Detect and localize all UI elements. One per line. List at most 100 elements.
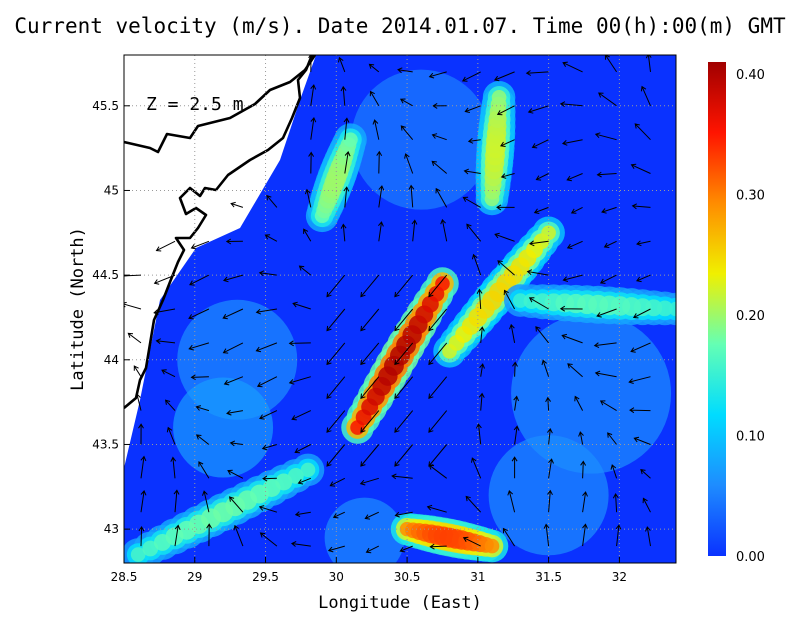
velocity-arrow (526, 269, 549, 276)
field-blob (511, 313, 672, 474)
field-blob (541, 225, 556, 241)
coastline (124, 55, 317, 409)
velocity-arrow (166, 426, 176, 445)
land-mass (124, 55, 316, 468)
velocity-arrow (431, 160, 448, 174)
velocity-arrows (124, 55, 652, 554)
velocity-arrow (547, 489, 553, 513)
velocity-arrow (428, 274, 448, 298)
velocity-arrow (298, 265, 312, 276)
velocity-arrow (303, 228, 312, 242)
field-blob (287, 468, 304, 484)
velocity-arrow (229, 440, 243, 447)
field-blob (656, 300, 673, 317)
velocity-arrow (394, 511, 413, 518)
x-axis-label: Longitude (East) (318, 593, 482, 613)
velocity-arrow (428, 444, 448, 467)
velocity-arrow (190, 374, 209, 381)
velocity-arrow (631, 203, 651, 210)
velocity-arrow (467, 138, 481, 144)
colorbar: 0.00 0.10 0.20 0.30 0.40 (708, 62, 765, 565)
velocity-arrow (493, 71, 515, 82)
x-tick-label: 31.5 (535, 570, 562, 584)
velocity-arrow (502, 527, 516, 547)
velocity-arrow (189, 274, 210, 286)
velocity-arrow (601, 206, 617, 214)
velocity-arrow (594, 370, 617, 378)
velocity-arrow (465, 495, 482, 513)
plot-frame (123, 54, 677, 564)
velocity-arrow (615, 524, 622, 547)
velocity-arrow (124, 274, 142, 277)
field-blob (324, 497, 405, 563)
velocity-arrow (535, 326, 549, 344)
velocity-arrow (511, 456, 518, 479)
velocity-arrow (290, 541, 311, 547)
velocity-arrow (399, 98, 413, 107)
velocity-arrow (394, 444, 414, 467)
velocity-arrow (596, 308, 617, 318)
velocity-arrow (593, 342, 617, 349)
depth-label: Z = 2.5 m (146, 94, 244, 115)
field-blob (668, 301, 676, 317)
velocity-arrow (578, 431, 584, 445)
velocity-arrow (155, 338, 176, 345)
velocity-arrow (428, 308, 448, 332)
velocity-arrow (372, 119, 380, 140)
velocity-arrow (288, 376, 311, 385)
velocity-arrow (378, 185, 385, 208)
velocity-arrow (494, 232, 515, 242)
velocity-arrow (153, 274, 176, 285)
velocity-arrow (598, 92, 617, 107)
velocity-arrow (461, 71, 481, 82)
velocity-arrow (394, 410, 414, 433)
x-tick-label: 28.5 (111, 570, 138, 584)
velocity-arrow (264, 234, 278, 242)
velocity-arrow (428, 71, 447, 79)
colorbar-tick-label: 0.20 (736, 309, 765, 324)
velocity-arrow (326, 342, 346, 366)
velocity-arrow (535, 173, 549, 181)
velocity-arrow (471, 457, 482, 479)
velocity-arrow (462, 196, 481, 208)
velocity-arrow (640, 468, 651, 479)
velocity-arrow (233, 524, 244, 547)
velocity-arrow (531, 139, 549, 149)
velocity-arrow (294, 511, 311, 517)
velocity-arrow (206, 523, 213, 547)
velocity-arrow (258, 270, 277, 277)
velocity-arrow (507, 489, 516, 513)
velocity-arrow (408, 184, 415, 208)
colorbar-ticks: 0.00 0.10 0.20 0.30 0.40 (736, 68, 765, 565)
velocity-arrow (562, 274, 583, 282)
velocity-arrow (528, 297, 549, 310)
colorbar-tick-label: 0.40 (736, 68, 765, 83)
velocity-arrow (308, 55, 315, 72)
velocity-arrow (259, 532, 278, 547)
velocity-arrow (629, 407, 651, 414)
velocity-arrow (394, 376, 414, 400)
velocity-arrow (628, 376, 651, 384)
velocity-arrow (360, 376, 380, 400)
velocity-arrow (404, 153, 414, 174)
velocity-arrow (561, 333, 583, 344)
field-blob (300, 462, 316, 478)
velocity-arrow (155, 240, 176, 252)
velocity-arrow (255, 308, 277, 315)
velocity-arrow (429, 543, 447, 550)
velocity-arrow (440, 218, 448, 242)
velocity-arrow (343, 117, 350, 140)
velocity-arrow (610, 464, 618, 479)
velocity-arrow (559, 305, 583, 312)
velocity-arrow (190, 240, 210, 250)
velocity-arrow (471, 253, 482, 276)
velocity-field (124, 69, 676, 563)
velocity-arrow (332, 511, 346, 519)
y-tick-label: 44 (104, 353, 119, 367)
field-blob (130, 547, 146, 562)
velocity-arrow (582, 491, 588, 513)
velocity-arrow (503, 289, 516, 310)
velocity-arrow (360, 274, 380, 298)
y-tick-label: 45 (104, 183, 119, 197)
